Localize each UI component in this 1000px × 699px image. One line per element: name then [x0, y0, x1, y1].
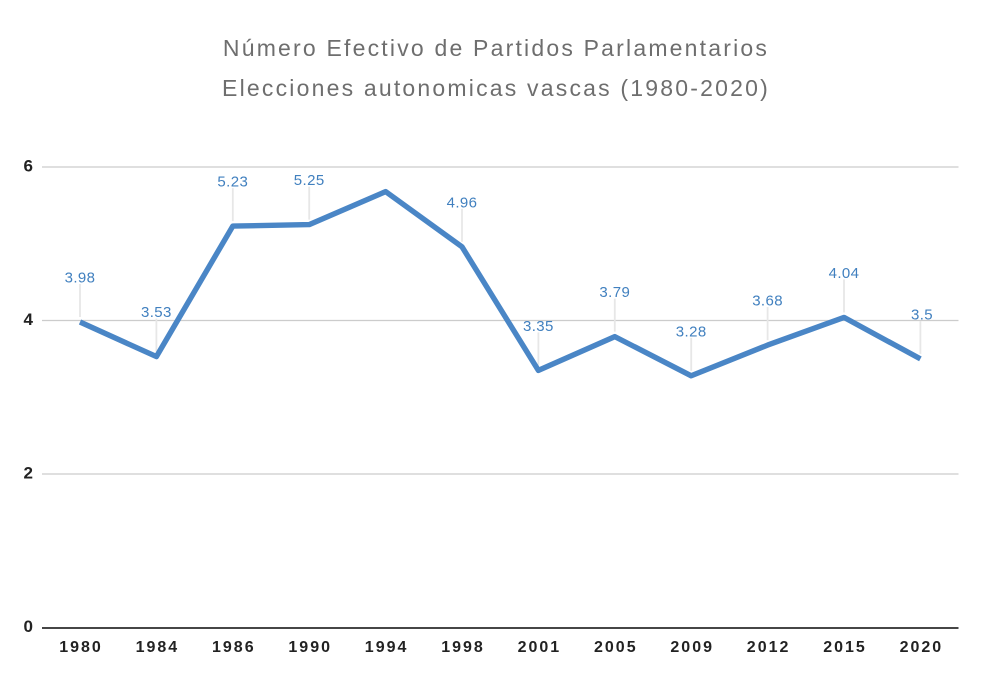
svg-text:2020: 2020 [900, 639, 944, 656]
svg-text:1998: 1998 [441, 639, 485, 656]
svg-text:2001: 2001 [518, 639, 562, 656]
svg-text:1980: 1980 [59, 639, 103, 656]
svg-text:3.68: 3.68 [752, 293, 783, 310]
svg-text:3.28: 3.28 [676, 323, 707, 340]
svg-text:2005: 2005 [594, 639, 638, 656]
svg-text:2: 2 [24, 464, 33, 483]
svg-text:1990: 1990 [288, 639, 332, 656]
svg-text:5.25: 5.25 [294, 172, 325, 189]
svg-text:Elecciones autonomicas vascas: Elecciones autonomicas vascas (1980-2020… [222, 75, 770, 101]
svg-text:5.23: 5.23 [217, 174, 248, 191]
svg-text:6: 6 [24, 157, 33, 176]
svg-text:3.79: 3.79 [599, 284, 630, 301]
svg-text:3.98: 3.98 [65, 270, 96, 287]
svg-text:3.53: 3.53 [141, 304, 172, 321]
svg-text:2012: 2012 [747, 639, 791, 656]
svg-text:3.35: 3.35 [523, 318, 554, 335]
svg-text:1994: 1994 [365, 639, 409, 656]
svg-text:0: 0 [24, 617, 33, 636]
svg-text:4.96: 4.96 [447, 194, 478, 211]
svg-text:2009: 2009 [670, 639, 714, 656]
svg-text:2015: 2015 [823, 639, 867, 656]
svg-text:Número Efectivo de Partidos Pa: Número Efectivo de Partidos Parlamentari… [223, 35, 769, 61]
svg-text:3.5: 3.5 [911, 306, 933, 323]
svg-text:4: 4 [24, 310, 34, 329]
svg-text:1984: 1984 [136, 639, 180, 656]
svg-text:1986: 1986 [212, 639, 256, 656]
svg-text:4.04: 4.04 [829, 265, 860, 282]
